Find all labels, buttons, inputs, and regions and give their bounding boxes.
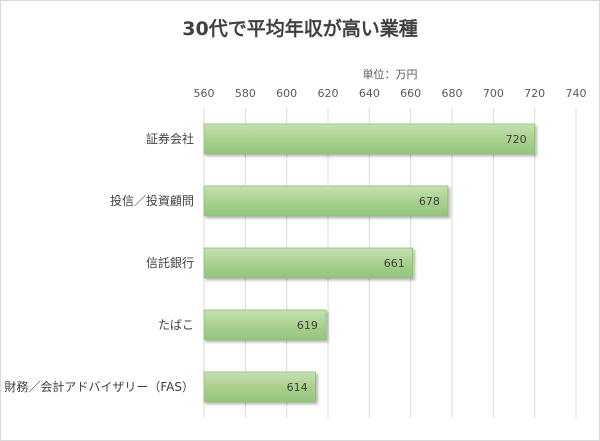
x-tick-label: 660 (400, 87, 421, 100)
bar (203, 123, 536, 155)
data-label: 619 (297, 319, 318, 332)
x-tick-label: 680 (442, 87, 463, 100)
x-tick-label: 700 (483, 87, 504, 100)
category-label: 証券会社 (146, 131, 194, 146)
bars (203, 123, 536, 403)
data-label: 661 (384, 257, 405, 270)
chart-title: 30代で平均年収が高い業種 (182, 18, 418, 40)
x-tick-label: 580 (235, 87, 256, 100)
bar (203, 185, 449, 217)
x-tick-label: 640 (359, 87, 380, 100)
data-label: 678 (419, 195, 440, 208)
x-axis-ticks: 560 580 600 620 640 660 680 700 720 740 (194, 87, 587, 100)
x-tick-label: 620 (318, 87, 339, 100)
bar (203, 309, 327, 341)
data-label: 720 (506, 133, 527, 146)
x-tick-label: 560 (194, 87, 215, 100)
category-label: 信託銀行 (146, 255, 194, 270)
x-tick-label: 600 (276, 87, 297, 100)
category-label: たばこ (158, 318, 194, 332)
bar (203, 371, 316, 403)
x-tick-label: 740 (566, 87, 587, 100)
bar (203, 247, 414, 279)
data-labels: 720 678 661 619 614 (287, 133, 527, 394)
category-label: 財務／会計アドバイザリー（FAS） (4, 379, 194, 394)
category-label: 投信／投資顧問 (110, 193, 194, 208)
unit-label: 単位：万円 (362, 68, 418, 81)
x-tick-label: 720 (524, 87, 545, 100)
data-label: 614 (287, 381, 308, 394)
